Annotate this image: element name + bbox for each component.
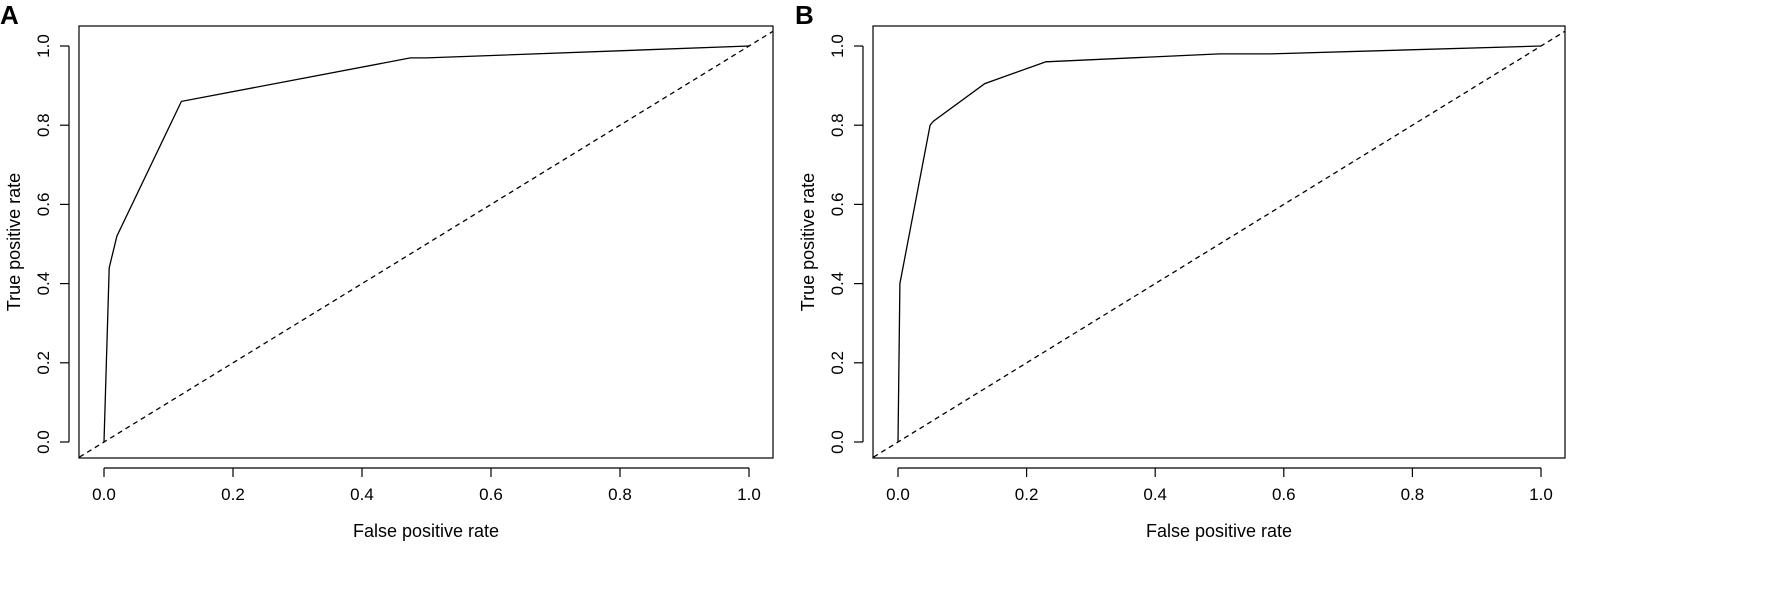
x-tick-label: 0.0 [92, 485, 116, 504]
y-tick-label: 0.4 [34, 272, 53, 296]
x-axis-title: False positive rate [353, 521, 499, 541]
x-tick-label: 1.0 [1529, 485, 1553, 504]
y-tick-label: 0.6 [34, 193, 53, 217]
y-tick-label: 0.4 [828, 272, 847, 296]
x-tick-label: 0.2 [1015, 485, 1039, 504]
chance-diagonal-line [873, 30, 1565, 458]
y-tick-label: 0.8 [34, 113, 53, 137]
y-tick-label: 0.0 [828, 430, 847, 454]
panel-label: A [0, 0, 19, 30]
y-tick-label: 0.2 [828, 351, 847, 375]
x-tick-label: 0.4 [350, 485, 374, 504]
plot-frame [78, 25, 774, 459]
x-axis-title: False positive rate [1146, 521, 1292, 541]
x-tick-label: 0.8 [608, 485, 632, 504]
x-tick-label: 0.0 [886, 485, 910, 504]
roc-curve-line [103, 45, 750, 443]
roc-curve-line [897, 45, 1542, 443]
x-tick-label: 0.4 [1143, 485, 1167, 504]
chance-diagonal-line [79, 30, 773, 458]
plot-frame [872, 25, 1566, 459]
x-tick-label: 0.8 [1401, 485, 1425, 504]
y-tick-label: 0.6 [828, 193, 847, 217]
x-tick-label: 0.6 [479, 485, 503, 504]
y-axis-title: True positive rate [4, 173, 24, 311]
y-tick-label: 0.8 [828, 113, 847, 137]
roc-panel-a: A 0.0 0.2 0.4 0.6 0.8 1.0 0.0 0.2 0.4 0.6 0.8 1.0 Fal… [0, 0, 774, 541]
y-axis-title: True positive rate [798, 173, 818, 311]
y-tick-label: 0.0 [34, 430, 53, 454]
x-tick-label: 0.6 [1272, 485, 1296, 504]
x-tick-label: 1.0 [737, 485, 761, 504]
y-tick-label: 1.0 [34, 34, 53, 58]
x-tick-label: 0.2 [221, 485, 245, 504]
panel-label: B [795, 0, 814, 30]
roc-panel-b: B 0.0 0.2 0.4 0.6 0.8 1.0 0.0 0.2 0.4 0.6 0.8 1.0 Fal… [795, 0, 1566, 541]
y-tick-label: 0.2 [34, 351, 53, 375]
y-tick-label: 1.0 [828, 34, 847, 58]
